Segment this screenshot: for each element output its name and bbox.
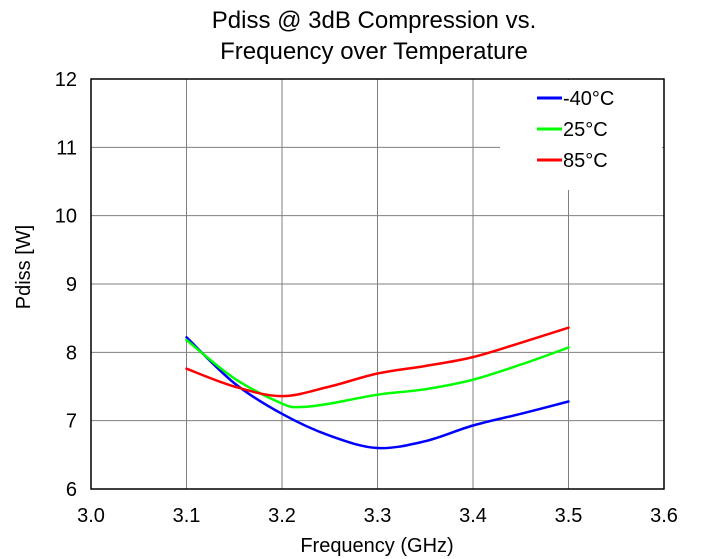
x-tick-label: 3.2 <box>268 505 296 527</box>
chart-title-line-1: Pdiss @ 3dB Compression vs. <box>212 7 536 34</box>
y-tick-label: 6 <box>66 479 77 501</box>
y-tick-label: 8 <box>66 342 77 364</box>
y-tick-label: 7 <box>66 411 77 433</box>
y-tick-label: 9 <box>66 274 77 296</box>
legend-label: -40°C <box>563 88 614 110</box>
x-tick-label: 3.5 <box>555 505 583 527</box>
x-tick-label: 3.6 <box>650 505 678 527</box>
series-line <box>185 326 570 398</box>
legend: -40°C 25°C 85°C <box>537 88 614 172</box>
legend-label: 85°C <box>563 150 608 172</box>
x-tick-label: 3.4 <box>459 505 487 527</box>
chart-title-line-2: Frequency over Temperature <box>220 38 528 65</box>
plot-area <box>90 78 665 490</box>
x-axis-label: Frequency (GHz) <box>300 535 453 557</box>
legend-label: 25°C <box>563 119 608 141</box>
tick-labels: 3.0 3.1 3.2 3.3 3.4 3.5 3.6 6 7 8 9 10 11 12 <box>55 69 678 527</box>
y-axis-label: Pdiss [W] <box>13 225 35 309</box>
series-lines <box>185 326 570 450</box>
x-tick-label: 3.0 <box>77 505 105 527</box>
y-tick-label: 10 <box>55 206 77 228</box>
y-tick-label: 12 <box>55 69 77 91</box>
x-tick-label: 3.1 <box>173 505 201 527</box>
y-tick-label: 11 <box>56 137 77 159</box>
x-tick-label: 3.3 <box>364 505 392 527</box>
legend-background <box>500 80 662 190</box>
